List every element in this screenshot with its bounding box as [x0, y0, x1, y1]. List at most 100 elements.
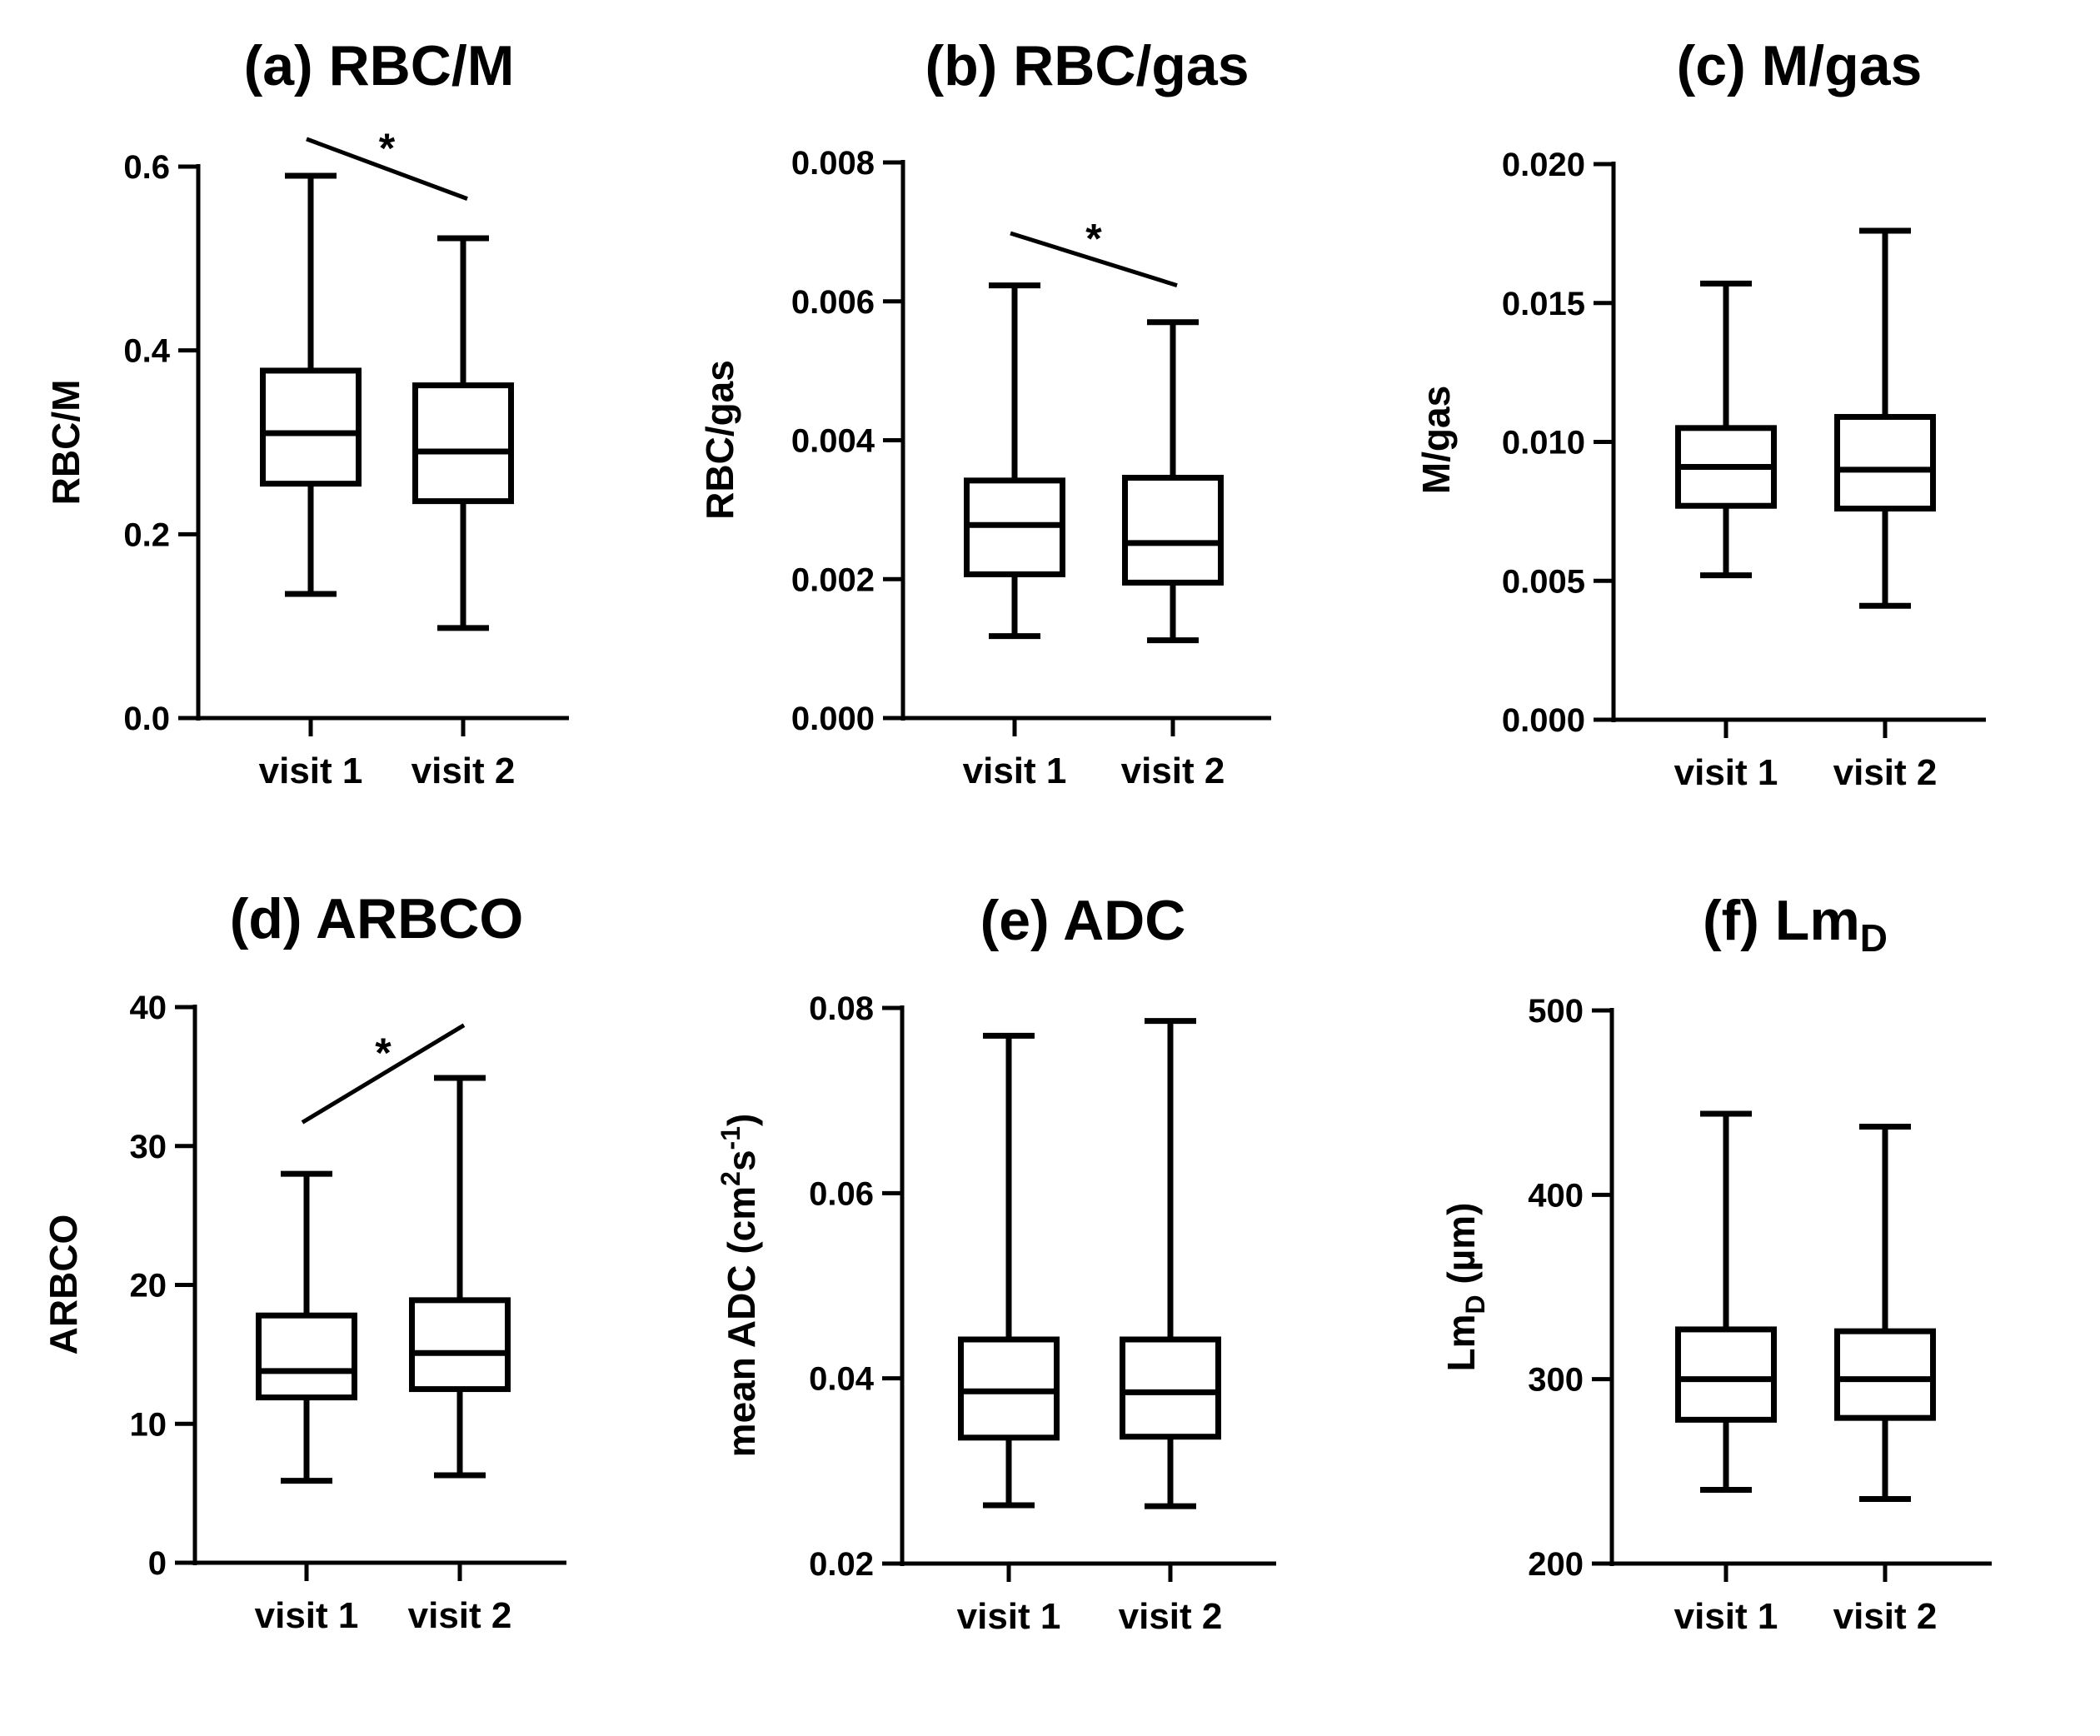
y-axis-label: ARBCO: [42, 1215, 85, 1355]
box-plot: visit 1: [957, 1032, 1061, 1637]
y-axis-label: RBC/gas: [698, 360, 741, 520]
y-axis-label-text: M/gas: [1414, 386, 1458, 494]
significance-marker: *: [375, 1030, 392, 1076]
y-tick-label: 0.004: [791, 423, 875, 460]
y-tick-label: 10: [130, 1406, 167, 1443]
box-plot: visit 2: [1119, 1018, 1223, 1637]
y-tick-label: 0.02: [809, 1546, 874, 1583]
y-axis-label: M/gas: [1414, 386, 1458, 494]
iqr-box: [409, 1297, 511, 1393]
x-tick-label: visit 1: [1674, 752, 1778, 793]
panel-label: (c): [1677, 34, 1762, 97]
box-plot: visit 2: [408, 1075, 512, 1636]
chart-title: (d) ARBCO: [230, 887, 524, 950]
y-tick-label: 0.005: [1502, 563, 1585, 600]
y-axis-label-text: s: [720, 1150, 763, 1171]
panel-d: (d) ARBCO 0 10 20 30 40 ARBCO visit 1 visit 2 *: [42, 887, 566, 1636]
y-axis-label-text: RBC/M: [44, 380, 87, 506]
chart-title: (e) ADC: [980, 889, 1186, 952]
significance-marker: *: [379, 125, 396, 172]
title-text: M/gas: [1762, 34, 1923, 97]
y-tick-label: 0.4: [123, 333, 170, 370]
y-axis-label-text: ): [720, 1114, 763, 1126]
y-axis-label-text: (µm): [1439, 1203, 1483, 1295]
x-tick-label: visit 2: [1121, 751, 1225, 791]
panel-label: (a): [244, 34, 329, 97]
iqr-box: [260, 367, 362, 487]
y-tick-label: 0.2: [123, 516, 170, 553]
title-text: RBC/M: [329, 34, 515, 97]
chart-title: (b) RBC/gas: [925, 34, 1249, 97]
panel-label: (f): [1703, 889, 1775, 952]
iqr-box: [1675, 1326, 1777, 1423]
box-plot: visit 1: [259, 172, 363, 791]
iqr-box: [412, 382, 514, 505]
panel-b: (b) RBC/gas 0.000 0.002 0.004 0.006 0.008 RBC/…: [698, 34, 1271, 791]
y-tick-label: 300: [1528, 1362, 1584, 1399]
box-plot: visit 2: [1833, 1123, 1938, 1637]
y-tick-label: 30: [130, 1129, 167, 1165]
y-axis-label-subscript: D: [1460, 1295, 1490, 1314]
y-tick-label: 0.06: [809, 1175, 874, 1212]
y-tick-label: 0.015: [1502, 286, 1585, 322]
y-tick-label: 0.08: [809, 990, 874, 1027]
y-tick-label: 0.6: [123, 149, 170, 186]
y-tick-label: 0.010: [1502, 425, 1585, 461]
title-text: ARBCO: [316, 887, 523, 950]
x-tick-label: visit 2: [1833, 1596, 1938, 1637]
y-tick-label: 0.0: [123, 701, 170, 737]
box-plot: visit 1: [1674, 1110, 1778, 1637]
y-tick-label: 0.008: [791, 145, 875, 182]
significance-marker: *: [1085, 215, 1102, 262]
box-plot: visit 1: [963, 282, 1066, 791]
x-tick-label: visit 2: [408, 1595, 512, 1636]
y-axis-label-text: RBC/gas: [698, 360, 741, 520]
y-tick-label: 500: [1528, 993, 1584, 1030]
title-text: Lm: [1775, 889, 1860, 952]
panel-e: (e) ADC 0.02 0.04 0.06 0.08 mean ADC (cm2s-1)…: [716, 889, 1276, 1637]
significance-line: [1010, 231, 1178, 287]
y-axis-label: LmD (µm): [1439, 1203, 1490, 1372]
y-tick-label: 20: [130, 1268, 167, 1304]
box-plot: visit 2: [412, 235, 516, 791]
x-tick-label: visit 1: [1674, 1596, 1778, 1637]
x-tick-label: visit 2: [412, 751, 516, 791]
y-tick-label: 0.020: [1502, 147, 1585, 183]
box-plot: visit 1: [1674, 280, 1778, 793]
box-plot: visit 2: [1833, 227, 1938, 793]
panel-label: (b): [925, 34, 1013, 97]
x-tick-label: visit 1: [259, 751, 363, 791]
panel-label: (e): [980, 889, 1063, 952]
panel-c: (c) M/gas 0.000 0.005 0.010 0.015 0.020 M/gas v…: [1414, 34, 1986, 793]
y-tick-label: 0: [148, 1545, 167, 1582]
x-tick-label: visit 1: [957, 1596, 1061, 1637]
y-tick-label: 0.000: [791, 701, 875, 737]
y-tick-label: 0.006: [791, 284, 875, 321]
y-axis-label: mean ADC (cm2s-1): [716, 1114, 763, 1458]
y-tick-label: 400: [1528, 1177, 1584, 1214]
y-axis-label-superscript: 2: [716, 1171, 746, 1186]
chart-title: (c) M/gas: [1677, 34, 1923, 97]
y-tick-label: 0.04: [809, 1361, 875, 1398]
y-tick-label: 0.002: [791, 561, 875, 598]
y-axis-label: RBC/M: [44, 380, 87, 506]
y-axis-label-superscript: -1: [716, 1126, 746, 1150]
y-tick-label: 40: [130, 990, 167, 1026]
chart-title: (a) RBC/M: [244, 34, 515, 97]
y-axis-label-text: Lm: [1439, 1314, 1483, 1371]
x-tick-label: visit 2: [1833, 752, 1938, 793]
box-plot: visit 1: [255, 1170, 359, 1636]
y-axis-label-text: ARBCO: [42, 1215, 85, 1355]
chart-title: (f) LmD: [1703, 889, 1888, 960]
x-tick-label: visit 2: [1119, 1596, 1223, 1637]
title-text: RBC/gas: [1013, 34, 1249, 97]
y-tick-label: 200: [1528, 1546, 1584, 1583]
panel-a: (a) RBC/M 0.0 0.2 0.4 0.6 RBC/M visit 1 visit 2…: [44, 34, 569, 791]
x-tick-label: visit 1: [255, 1595, 359, 1636]
title-text: ADC: [1063, 889, 1185, 952]
iqr-box: [1122, 475, 1224, 586]
title-subscript: D: [1860, 916, 1888, 960]
iqr-box: [1834, 413, 1936, 512]
